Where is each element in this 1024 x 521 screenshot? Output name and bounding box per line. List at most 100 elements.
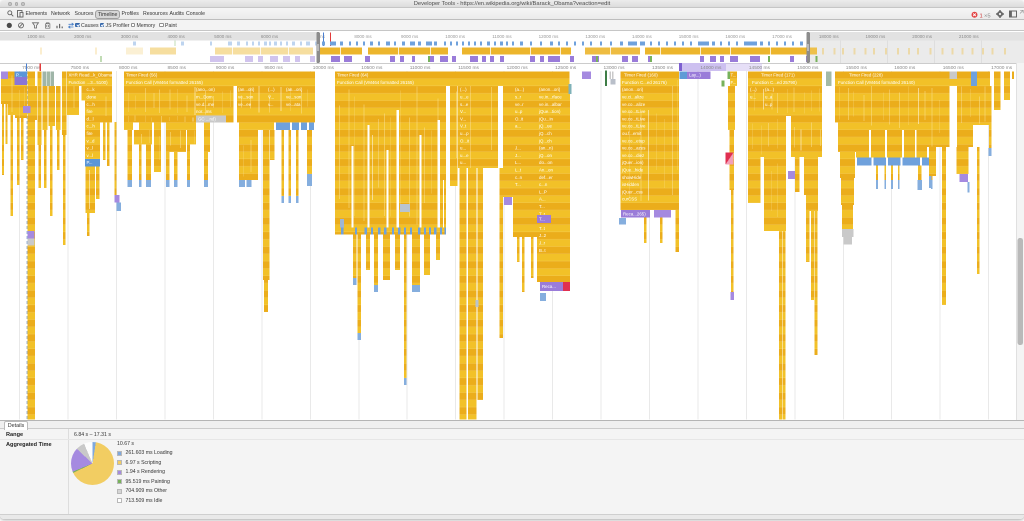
svg-text:u...e: u...e [460, 95, 469, 100]
svg-text:jQ...ue: jQ...ue [538, 124, 552, 129]
svg-text:T...: T... [515, 182, 521, 187]
svg-text:O...it: O...it [460, 138, 470, 143]
svg-text:Timer Fired (64): Timer Fired (64) [337, 73, 369, 78]
svg-text:u..a: u..a [765, 95, 773, 100]
svg-text:Function C...ed 25790): Function C...ed 25790) [752, 80, 797, 85]
svg-text:nor...ms: nor...ms [196, 109, 212, 114]
svg-text:u...p: u...p [460, 131, 469, 136]
svg-text:c...k: c...k [87, 87, 96, 92]
svg-text:21000 ms: 21000 ms [959, 34, 980, 39]
svg-text:V...: V... [268, 95, 274, 100]
svg-text:ve...son: ve...son [238, 95, 254, 100]
svg-text:(...): (...) [268, 87, 275, 92]
svg-text:jQ...ch: jQ...ch [538, 131, 552, 136]
svg-text:v...d: v...d [87, 138, 96, 143]
svg-text:6000 ms: 6000 ms [261, 34, 279, 39]
svg-text:u..p: u..p [765, 102, 773, 107]
svg-text:14500 ms: 14500 ms [749, 65, 771, 71]
svg-text:10500 ms: 10500 ms [361, 65, 383, 71]
svg-text:An...on: An...on [539, 168, 553, 173]
svg-text:(...): (...) [750, 87, 757, 92]
svg-text:c...n: c...n [539, 182, 548, 187]
svg-text:5000 ms: 5000 ms [214, 34, 232, 39]
svg-text:L..P: L..P [539, 189, 547, 194]
svg-text:B..t: B..t [539, 248, 546, 253]
svg-text:1000 ms: 1000 ms [27, 34, 45, 39]
svg-text:GC ...nd): GC ...nd) [198, 116, 216, 121]
svg-text:ve.co...tLive: ve.co...tLive [622, 116, 646, 121]
svg-text:v...l: v...l [87, 146, 94, 151]
svg-text:8000 ms: 8000 ms [119, 65, 138, 71]
svg-text:J..r: J..r [539, 241, 546, 246]
svg-text:8500 ms: 8500 ms [168, 65, 187, 71]
svg-text:do...on: do...on [539, 160, 553, 165]
svg-text:12000 ms: 12000 ms [539, 34, 560, 39]
svg-text:13500 ms: 13500 ms [652, 65, 674, 71]
svg-text:d...l: d...l [87, 116, 94, 121]
svg-text:J...: J... [515, 146, 521, 151]
svg-text:m...Dom: m...Dom [196, 95, 213, 100]
svg-text:jQuer...css: jQuer...css [621, 189, 644, 194]
svg-text:(anon...ori): (anon...ori) [622, 87, 644, 92]
svg-text:ve.co...tLive: ve.co...tLive [622, 124, 646, 129]
svg-text:15000 ms: 15000 ms [797, 65, 819, 71]
svg-text:17000 ms: 17000 ms [772, 34, 793, 39]
svg-text:T...: T... [539, 204, 545, 209]
svg-text:10000 ms: 10000 ms [445, 34, 466, 39]
svg-text:T...: T... [731, 73, 737, 78]
svg-text:ve.in...rface: ve.in...rface [539, 95, 562, 100]
svg-text:P...: P... [87, 160, 93, 165]
svg-text:(a...): (a...) [765, 87, 775, 92]
svg-text:ve.co...diez: ve.co...diez [622, 153, 644, 158]
svg-text:A...: A... [539, 197, 546, 202]
svg-text:Function C...ed 26176): Function C...ed 26176) [622, 80, 667, 85]
svg-text:Function Call (VM464 formatted: Function Call (VM464 formatted 26140) [838, 80, 915, 85]
svg-text:(an...n): (an...n) [539, 146, 553, 151]
svg-text:(ano...on): (ano...on) [196, 87, 215, 92]
svg-text:7500 ms: 7500 ms [71, 65, 90, 71]
svg-text:Timer Fired (56): Timer Fired (56) [126, 73, 158, 78]
svg-text:Timer Fired (160): Timer Fired (160) [624, 73, 658, 78]
svg-text:jQue...hide: jQue...hide [621, 168, 644, 173]
svg-text:O..it: O..it [515, 116, 524, 121]
svg-text:ve...son: ve...son [286, 95, 302, 100]
svg-text:10000 ms: 10000 ms [313, 65, 335, 71]
svg-text:ve..r: ve..r [515, 102, 524, 107]
svg-text:1: 1 [980, 13, 983, 19]
svg-text:11000 ms: 11000 ms [410, 65, 431, 71]
svg-text:9000 ms: 9000 ms [216, 65, 235, 71]
svg-text:Function Call (VM464 formatted: Function Call (VM464 formatted 26155) [126, 80, 203, 85]
svg-text:×5: ×5 [984, 13, 991, 19]
svg-text:19000 ms: 19000 ms [866, 34, 887, 39]
svg-text:T...: T... [539, 217, 545, 222]
svg-text:ve.ci...alize: ve.ci...alize [622, 95, 644, 100]
svg-text:T..t: T..t [539, 226, 546, 231]
svg-text:2000 ms: 2000 ms [74, 34, 92, 39]
svg-text:Timer Fired (228): Timer Fired (228) [849, 73, 883, 78]
svg-text:(an...ori): (an...ori) [238, 87, 255, 92]
svg-text:ve.co...azes: ve.co...azes [622, 146, 646, 151]
svg-text:v...: v... [268, 102, 274, 107]
svg-text:c...h: c...h [87, 102, 96, 107]
svg-text:u...: u... [460, 160, 466, 165]
svg-text:(an...ori): (an...ori) [286, 87, 303, 92]
svg-text:done: done [87, 95, 97, 100]
svg-text:3000 ms: 3000 ms [121, 34, 139, 39]
svg-text:V...: V... [460, 116, 466, 121]
svg-text:showHide: showHide [622, 175, 642, 180]
svg-text:(anon...ori): (anon...ori) [539, 87, 561, 92]
svg-text:jQ...on: jQ...on [538, 153, 552, 158]
svg-text:s...e: s...e [460, 102, 469, 107]
svg-text:11500 ms: 11500 ms [458, 65, 479, 71]
svg-text:13000 ms: 13000 ms [585, 34, 606, 39]
svg-text:Reca...265): Reca...265) [623, 212, 646, 217]
svg-text:J...: J... [515, 153, 521, 158]
svg-text:ve...ee: ve...ee [238, 102, 252, 107]
svg-text:(a...): (a...) [515, 87, 525, 92]
svg-text:P...: P... [16, 73, 22, 78]
svg-text:a...: a... [515, 124, 521, 129]
svg-text:Function ...3...5100): Function ...3...5100) [69, 80, 109, 85]
svg-text:ve.in...albar: ve.in...albar [539, 102, 562, 107]
svg-text:12000 ms: 12000 ms [507, 65, 529, 71]
svg-text:s..r: s..r [515, 95, 522, 100]
